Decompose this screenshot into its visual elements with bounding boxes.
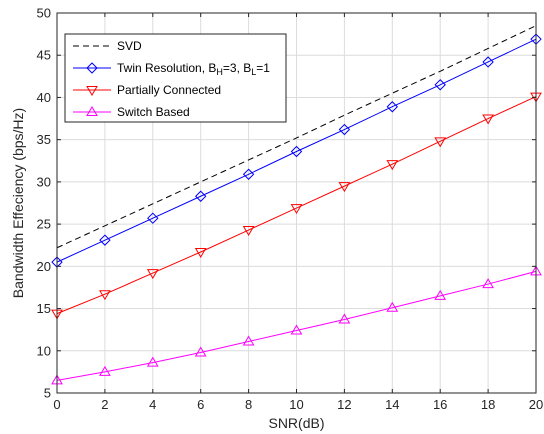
x-tick-label: 14 <box>385 397 399 412</box>
data-point <box>194 190 207 202</box>
data-point <box>99 234 111 246</box>
data-point <box>482 56 494 68</box>
x-tick-label: 10 <box>289 397 303 412</box>
series-line <box>56 25 537 249</box>
data-point <box>146 356 159 367</box>
data-point <box>147 212 159 224</box>
legend-label: Switch Based <box>117 105 190 119</box>
y-tick-label: 45 <box>37 48 51 63</box>
y-tick-label: 50 <box>37 6 51 21</box>
data-point <box>386 101 399 113</box>
data-point <box>434 137 447 148</box>
x-tick-label: 0 <box>53 397 60 412</box>
x-axis-label: SNR(dB) <box>268 415 324 431</box>
ticks: 0 2 4 6 8 10 12 14 16 18 20 5 10 15 20 25 30 35 40 45 50 <box>37 6 544 413</box>
data-point <box>146 269 159 280</box>
legend-label: Partially Connected <box>117 83 221 97</box>
y-tick-label: 35 <box>37 132 51 147</box>
legend-label: Twin Resolution, BH=3, BL=1 <box>117 61 270 77</box>
data-point <box>434 79 446 91</box>
data-point <box>386 301 399 312</box>
x-tick-label: 4 <box>149 397 156 412</box>
legend-box <box>64 33 287 123</box>
series-3 <box>51 265 542 385</box>
data-point <box>290 324 303 335</box>
y-tick-label: 30 <box>37 174 51 189</box>
legend-item: Twin Resolution, BH=3, BL=1 <box>73 61 270 77</box>
series-line <box>56 38 537 263</box>
data-point <box>290 204 303 215</box>
legend-item: Partially Connected <box>73 83 221 97</box>
series-layer <box>51 25 542 385</box>
x-tick-label: 6 <box>197 397 204 412</box>
data-point <box>482 278 494 289</box>
data-point <box>194 247 207 258</box>
x-tick-label: 20 <box>529 397 543 412</box>
x-tick-label: 8 <box>245 397 252 412</box>
legend-marker <box>86 62 98 74</box>
data-point <box>338 313 351 324</box>
data-point <box>194 346 207 357</box>
data-point <box>338 123 351 136</box>
x-tick-label: 12 <box>337 397 351 412</box>
legend-marker <box>86 86 98 96</box>
data-point <box>482 114 494 125</box>
data-point <box>386 160 399 171</box>
y-tick-label: 5 <box>44 386 51 401</box>
data-point <box>242 335 255 346</box>
y-tick-label: 10 <box>37 343 51 358</box>
data-point <box>99 365 111 376</box>
x-tick-label: 16 <box>433 397 447 412</box>
legend: SVD Twin Resolution, BH=3, BL=1 Partially … <box>64 33 287 123</box>
y-tick-label: 25 <box>37 217 51 232</box>
data-point <box>338 182 351 193</box>
y-tick-label: 40 <box>37 90 51 105</box>
legend-item: Switch Based <box>73 105 190 119</box>
y-axis-label: Bandwidth Effeciency (bps/Hz) <box>10 108 26 298</box>
series-line <box>56 96 537 315</box>
data-point <box>290 145 303 158</box>
series-line <box>56 270 537 381</box>
data-point <box>434 289 447 300</box>
y-tick-label: 20 <box>37 259 51 274</box>
data-point <box>242 226 255 237</box>
legend-item: SVD <box>73 39 142 53</box>
y-tick-label: 15 <box>37 301 51 316</box>
data-point <box>99 290 111 301</box>
legend-label: SVD <box>117 39 142 53</box>
x-tick-label: 18 <box>481 397 495 412</box>
legend-marker <box>86 106 98 116</box>
series-0 <box>56 25 537 249</box>
data-point <box>242 168 255 180</box>
x-tick-label: 2 <box>101 397 108 412</box>
